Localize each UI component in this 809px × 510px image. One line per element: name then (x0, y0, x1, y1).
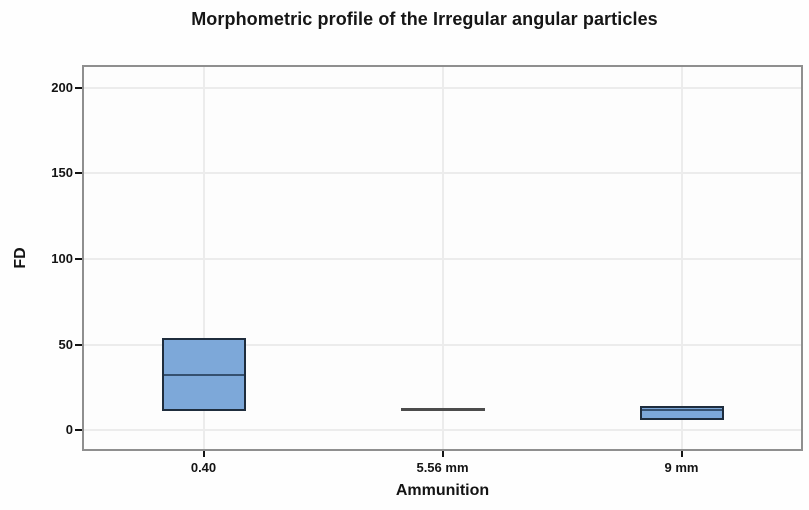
x-tick-mark (680, 451, 683, 457)
y-tick-label: 100 (51, 250, 73, 266)
x-tick-label: 0.40 (190, 460, 217, 475)
x-tick-label: 5.56 mm (416, 460, 469, 475)
y-tick-mark (75, 429, 82, 432)
median-line (641, 408, 722, 411)
y-tick-mark (75, 257, 82, 260)
y-tick-label: 150 (51, 165, 73, 181)
y-tick-label: 50 (58, 336, 73, 352)
y-tick-mark (75, 172, 82, 175)
y-tick-label: 200 (51, 79, 73, 95)
median-line (163, 374, 244, 377)
x-axis-title: Ammunition (395, 482, 490, 499)
y-tick-label: 0 (65, 422, 73, 438)
v-gridline (202, 67, 205, 449)
v-gridline (441, 67, 444, 449)
x-tick-mark (202, 451, 205, 457)
y-tick-mark (75, 86, 82, 89)
v-gridline (680, 67, 683, 449)
plot-area (82, 65, 803, 451)
y-tick-mark (75, 343, 82, 346)
box (639, 406, 724, 420)
y-axis-title: FD (12, 247, 29, 269)
x-tick-label: 9 mm (664, 460, 699, 475)
x-tick-mark (441, 451, 444, 457)
box-flat-line (400, 408, 485, 412)
box (161, 337, 246, 412)
chart-title: Morphometric profile of the Irregular an… (191, 9, 658, 29)
